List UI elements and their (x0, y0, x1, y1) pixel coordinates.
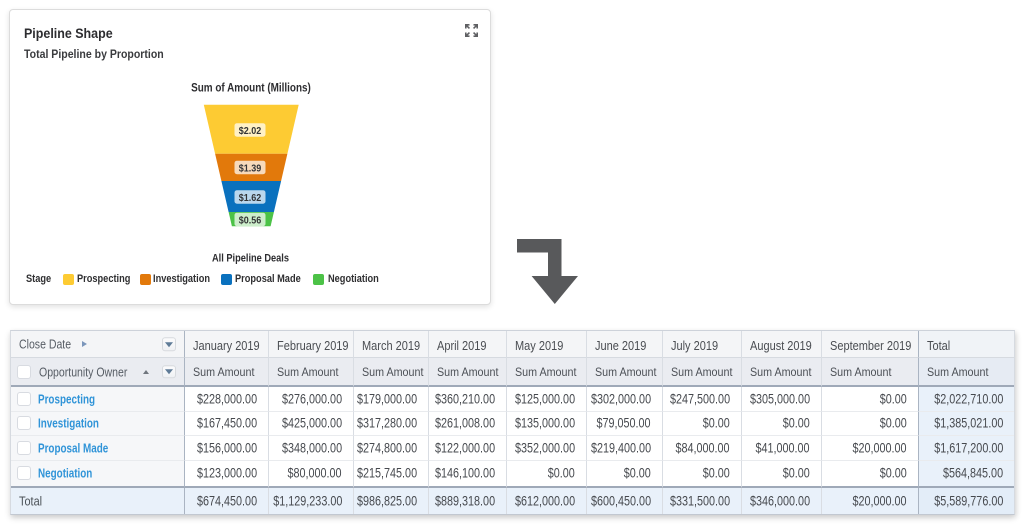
svg-text:$2.02: $2.02 (239, 126, 262, 137)
svg-text:$1.62: $1.62 (239, 193, 262, 204)
svg-text:$0.56: $0.56 (239, 216, 262, 227)
svg-text:$1.39: $1.39 (239, 164, 262, 175)
svg-text:All Pipeline Deals: All Pipeline Deals (212, 253, 289, 265)
svg-text:Sum of Amount (Millions): Sum of Amount (Millions) (191, 83, 311, 95)
